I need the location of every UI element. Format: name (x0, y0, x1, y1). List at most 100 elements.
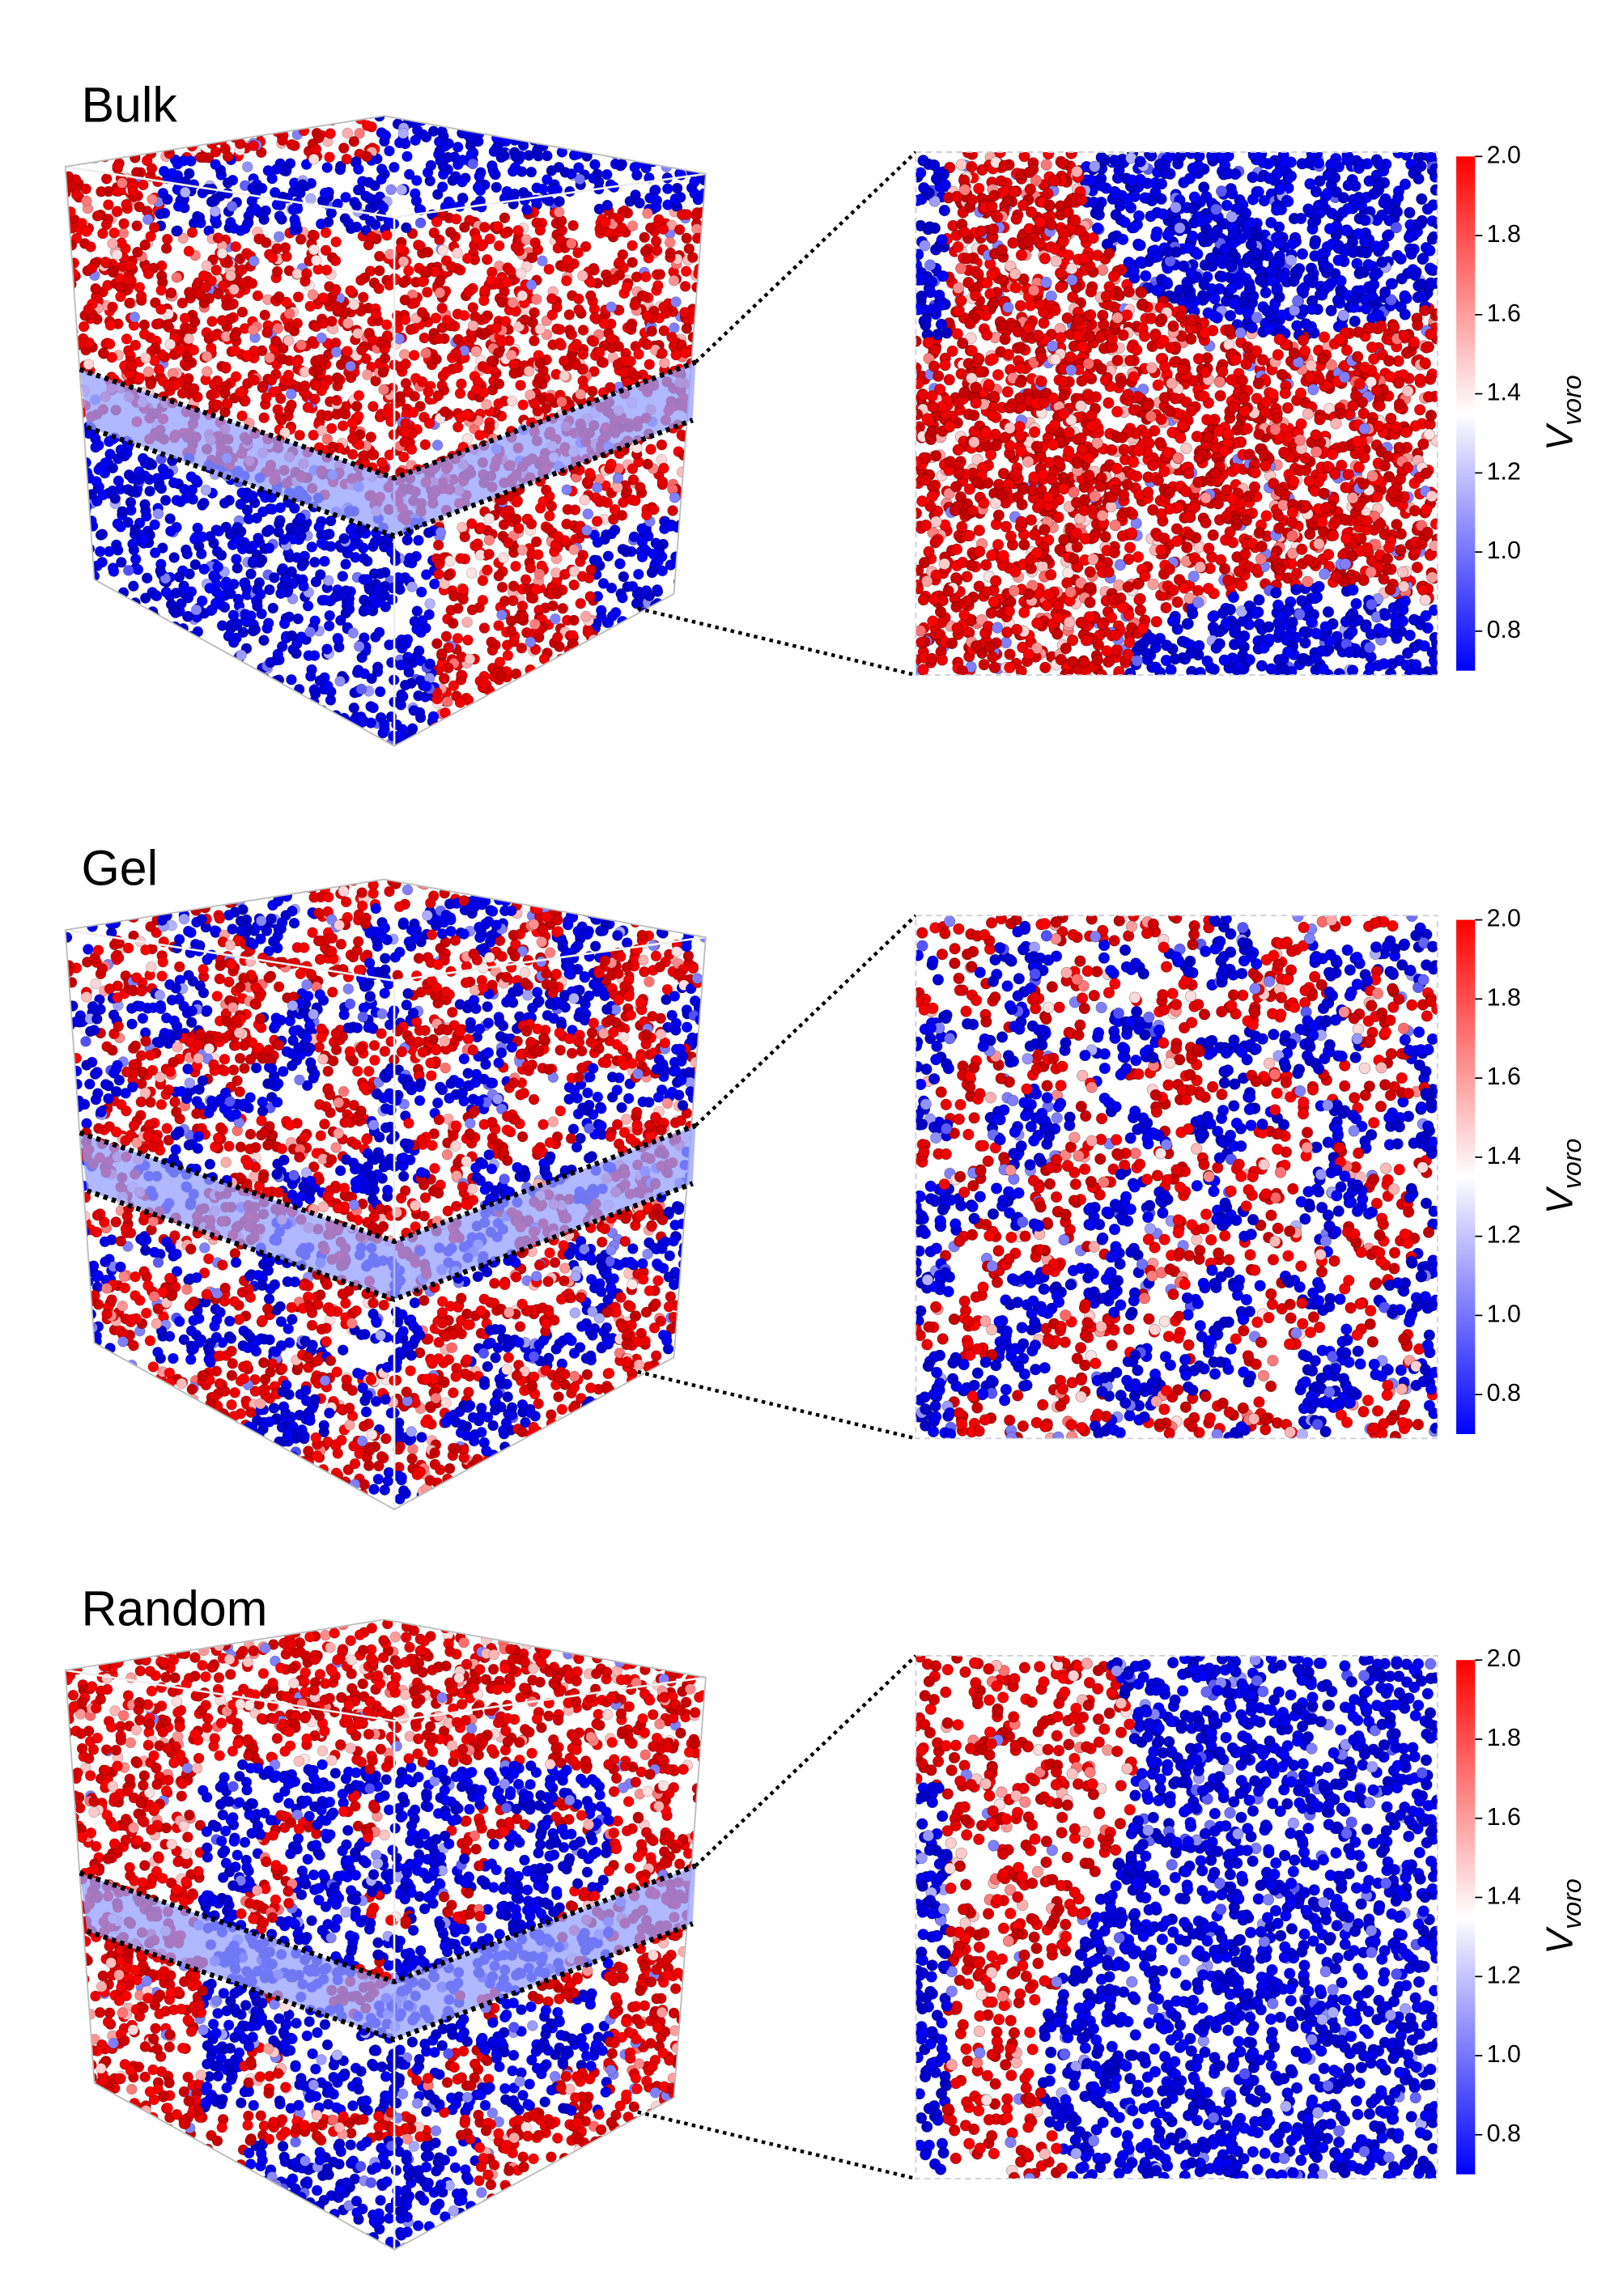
particle (584, 591, 597, 602)
particle (234, 387, 246, 398)
particle (70, 135, 81, 147)
particle (113, 736, 125, 746)
particle (204, 686, 216, 698)
particle (326, 316, 338, 327)
particle (422, 246, 434, 258)
particle (514, 698, 526, 710)
particle (304, 718, 316, 730)
particle (473, 135, 484, 147)
particle (312, 365, 324, 377)
particle (448, 680, 460, 692)
particle (113, 681, 125, 693)
particle (499, 227, 511, 239)
particle (488, 168, 500, 180)
particle (656, 683, 668, 694)
particle (530, 294, 542, 305)
particle (65, 635, 75, 647)
particle (243, 513, 255, 524)
particle (672, 138, 684, 149)
particle (322, 216, 334, 228)
particle (163, 660, 174, 672)
particle (79, 136, 90, 147)
particle (684, 128, 695, 139)
particle (128, 603, 140, 615)
particle (263, 524, 275, 536)
particle (108, 566, 120, 577)
particle (478, 116, 490, 123)
particle (95, 708, 106, 720)
particle (133, 661, 145, 673)
particle (405, 324, 417, 336)
particle (423, 609, 435, 621)
particle (415, 737, 427, 746)
particle (95, 697, 106, 709)
particle (487, 703, 499, 715)
particle (187, 739, 198, 746)
particle (452, 421, 464, 433)
particle (695, 393, 706, 405)
particle (130, 613, 142, 625)
particle (534, 324, 546, 335)
particle (597, 131, 610, 143)
particle (315, 354, 326, 366)
particle (680, 584, 692, 596)
particle (657, 120, 669, 132)
particle (75, 694, 87, 707)
particle (66, 719, 79, 730)
particle (176, 736, 188, 746)
particle (82, 658, 94, 670)
particle (579, 705, 590, 716)
particle (182, 610, 194, 622)
particle (662, 649, 674, 660)
particle (1170, 523, 1183, 535)
particle (451, 716, 463, 728)
particle (258, 412, 270, 424)
particle (616, 158, 628, 170)
particle (621, 281, 633, 293)
particle (617, 592, 628, 604)
particle (252, 290, 264, 302)
particle (394, 391, 406, 402)
particle (673, 648, 686, 660)
particle (221, 299, 232, 312)
particle (406, 581, 418, 592)
particle (552, 531, 564, 542)
particle (627, 736, 639, 746)
particle (308, 230, 321, 241)
particle (125, 692, 137, 704)
particle (341, 153, 353, 165)
particle (220, 361, 232, 373)
particle (114, 281, 126, 293)
particle (470, 232, 482, 244)
particle (579, 494, 591, 506)
particle (113, 606, 124, 618)
particle (529, 398, 541, 410)
particle (632, 143, 644, 155)
particle (100, 256, 112, 268)
particle (521, 121, 533, 133)
particle (126, 486, 138, 498)
particle (521, 116, 533, 123)
particle (474, 430, 486, 441)
particle (338, 533, 350, 545)
particle (568, 565, 580, 577)
particle (479, 285, 491, 297)
particle (188, 383, 200, 395)
particle (695, 726, 706, 738)
particle (65, 436, 74, 448)
particle (200, 484, 212, 496)
particle (508, 367, 520, 380)
particle (116, 557, 127, 568)
particle (661, 147, 673, 159)
particle (682, 529, 694, 541)
particle (139, 499, 151, 511)
particle (155, 672, 166, 683)
particle (699, 579, 706, 591)
particle (141, 572, 153, 584)
particle (665, 117, 677, 129)
particle (350, 551, 361, 563)
particle (130, 638, 142, 649)
particle (108, 227, 120, 239)
particle (648, 736, 660, 746)
particle (120, 703, 132, 715)
